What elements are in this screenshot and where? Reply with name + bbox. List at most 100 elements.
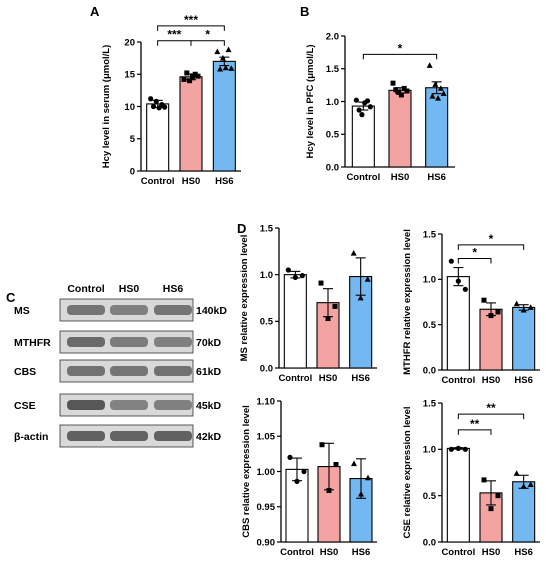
chart-b-point-square <box>404 88 410 94</box>
blot-band <box>67 431 105 441</box>
chart-d-cse-y-tick-label: 1.0 <box>423 445 436 456</box>
chart-pfc-hcy: 0.0 0.5 1.0 1.5 2.0 Hcy level in PFC (μmol/L)… <box>305 31 455 183</box>
chart-d-cbs-x-tick-label: Control <box>280 547 314 558</box>
blot-band <box>67 337 105 347</box>
chart-d-cbs-point-circle <box>287 454 293 460</box>
chart-b-y-tick-label: 1.0 <box>326 97 339 108</box>
chart-d-cse-significance-bracket <box>457 429 492 435</box>
chart-d-mthfr-y-axis-title: MTHFR relative expression level <box>402 229 413 375</box>
blot-size-label: 45kD <box>196 400 222 412</box>
blot-size-label: 70kD <box>196 337 222 349</box>
chart-d-cbs-point-square <box>319 442 325 448</box>
chart-d-ms-point-square <box>325 316 331 322</box>
blot-band <box>154 366 192 376</box>
chart-b-bar-hs0 <box>388 89 412 168</box>
chart-d-mthfr-point-circle <box>455 278 461 284</box>
blot-protein-label: CBS <box>14 366 36 378</box>
chart-d-mthfr-point-circle <box>462 286 468 292</box>
chart-d-ms-point-triangle <box>364 276 371 282</box>
chart-d-cse-point-circle <box>455 445 461 452</box>
chart-d-ms-point-triangle <box>350 250 357 256</box>
chart-d-cse-y-tick-label: 0.5 <box>423 491 437 502</box>
chart-d-cse-bar-control <box>446 447 470 543</box>
blot-band <box>110 400 148 410</box>
chart-a-point-triangle <box>228 65 235 71</box>
chart-a-point-triangle <box>217 65 224 72</box>
chart-d-cbs-x-tick-label: HS6 <box>352 547 370 558</box>
chart-serum-hcy: 0 5 10 15 20 Hcy level in serum (μmol/L) Contr… <box>101 13 241 187</box>
blot-band <box>110 337 148 347</box>
chart-b-point-triangle <box>437 85 444 91</box>
chart-d-cbs-y-tick-label: 0.95 <box>257 502 276 513</box>
chart-d-mthfr-significance-label: * <box>472 245 477 259</box>
chart-a-x-tick-label: HS0 <box>182 176 200 187</box>
chart-d-mthfr-point-circle <box>448 258 454 264</box>
chart-a-point-triangle <box>214 48 221 55</box>
blot-size-label: 61kD <box>196 366 222 378</box>
blot-column-label: HS6 <box>163 283 184 295</box>
chart-d-ms-point-square <box>332 303 338 309</box>
chart-a-y-axis-title: Hcy level in serum (μmol/L) <box>101 45 112 169</box>
chart-d-mthfr-y-tick-label: 1.5 <box>423 229 437 240</box>
chart-d-ms-x-tick-label: Control <box>278 373 312 384</box>
chart-b-point-circle <box>367 104 373 110</box>
chart-cbs-expression: 0.90 0.95 1.00 1.05 1.10 CBS relative express… <box>241 396 377 558</box>
chart-a-y-tick-label: 0 <box>130 166 135 177</box>
blot-band <box>67 305 105 315</box>
chart-d-mthfr-significance-bracket <box>457 244 525 250</box>
chart-d-mthfr-y-tick-label: 0.0 <box>423 365 436 376</box>
chart-d-cbs-y-tick-label: 1.05 <box>257 432 276 443</box>
chart-b-significance-label: * <box>398 41 403 55</box>
chart-a-y-tick-label: 20 <box>124 37 135 48</box>
chart-d-cse-x-tick-label: Control <box>441 547 475 558</box>
chart-d-ms-point-square <box>318 280 324 286</box>
chart-d-cbs-y-tick-label: 1.00 <box>257 467 276 478</box>
chart-d-cse-point-circle <box>462 446 468 452</box>
chart-b-point-square <box>390 80 396 86</box>
chart-d-cbs-point-triangle <box>358 490 364 497</box>
blot-band <box>110 366 148 376</box>
blot-column-label: HS0 <box>119 283 140 295</box>
chart-a-point-square <box>189 74 195 80</box>
blot-protein-label: MS <box>14 305 30 317</box>
blot-band <box>154 305 192 315</box>
chart-d-cse-point-triangle <box>527 481 534 487</box>
chart-d-mthfr-significance-bracket <box>457 257 492 264</box>
chart-d-cbs-point-triangle <box>351 460 357 467</box>
chart-d-cse-point-circle <box>448 446 454 452</box>
chart-b-point-circle <box>356 107 362 113</box>
chart-d-cbs-point-circle <box>301 468 307 475</box>
chart-d-cse-significance-bracket <box>457 413 525 420</box>
chart-b-point-circle <box>364 98 371 104</box>
chart-d-mthfr-point-triangle <box>513 300 520 307</box>
chart-b-x-tick-label: HS6 <box>427 172 445 183</box>
chart-d-ms-y-tick-label: 0.0 <box>260 363 273 374</box>
blot-size-label: 42kD <box>196 431 222 443</box>
chart-ms-expression: 0.0 0.5 1.0 1.5 MS relative expression level… <box>239 223 377 384</box>
chart-a-point-circle <box>148 96 154 102</box>
chart-a-point-square <box>195 73 201 79</box>
chart-d-cse-x-tick-label: HS6 <box>514 547 532 558</box>
chart-d-ms-x-tick-label: HS0 <box>319 373 337 384</box>
chart-b-y-tick-label: 1.5 <box>326 64 340 75</box>
chart-d-cse-y-axis-title: CSE relative expression level <box>402 406 413 538</box>
chart-a-point-triangle <box>219 54 226 61</box>
chart-d-ms-y-tick-label: 1.0 <box>260 270 273 281</box>
chart-b-x-tick-label: HS0 <box>391 172 409 183</box>
panel-letter-a: A <box>90 4 100 19</box>
chart-b-x-tick-label: Control <box>346 172 380 183</box>
blot-band <box>67 366 105 376</box>
chart-d-mthfr-bar-hs0 <box>479 308 503 371</box>
chart-b-y-tick-label: 0.5 <box>326 130 340 141</box>
chart-b-point-square <box>401 85 407 91</box>
chart-a-x-tick-label: Control <box>141 176 175 187</box>
chart-b-point-circle <box>353 97 359 103</box>
blot-band <box>154 400 192 410</box>
chart-d-cse-point-square <box>481 477 487 483</box>
chart-a-point-triangle <box>225 46 232 53</box>
chart-a-significance-label: *** <box>167 28 181 42</box>
chart-a-significance-bracket <box>157 25 225 31</box>
chart-b-point-triangle <box>432 81 439 87</box>
chart-a-y-tick-label: 5 <box>130 134 136 145</box>
chart-a-y-tick-label: 10 <box>124 102 135 113</box>
